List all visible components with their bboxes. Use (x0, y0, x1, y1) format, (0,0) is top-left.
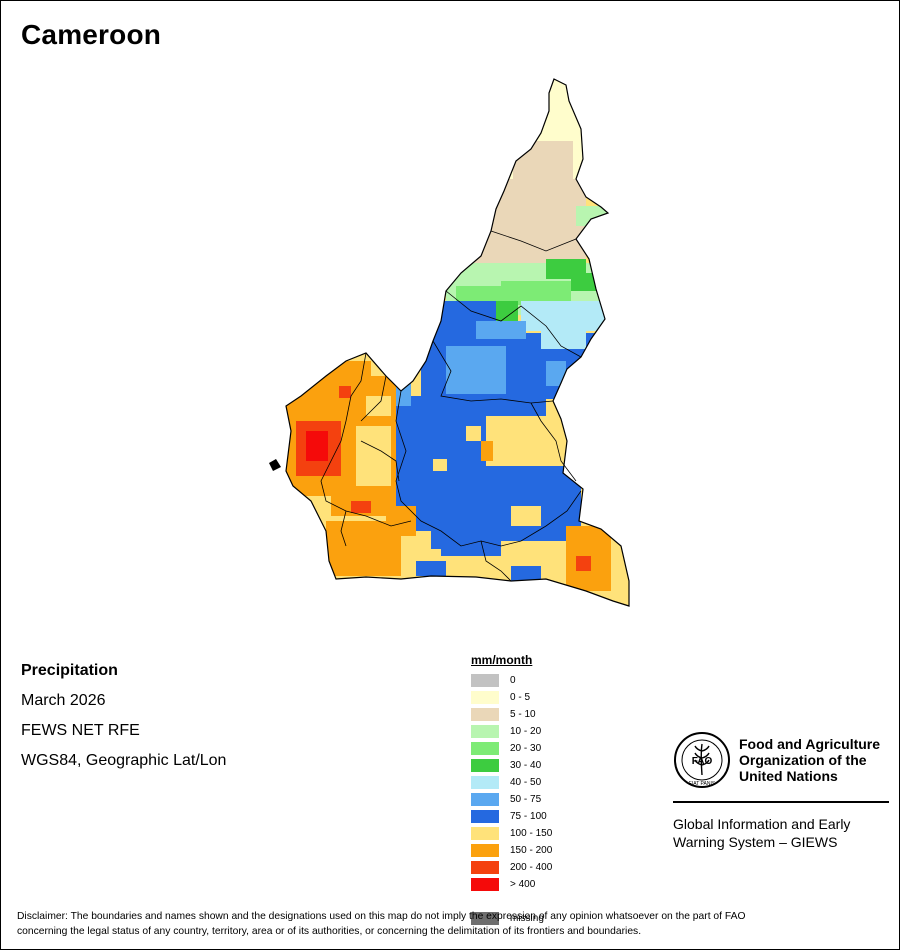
region-boundary (360, 375, 387, 422)
region-boundary (530, 402, 577, 482)
giews-name: Global Information and Early Warning Sys… (673, 816, 851, 850)
legend-swatch (471, 742, 499, 755)
rain-field (571, 273, 601, 291)
rain-field (476, 321, 526, 339)
legend-swatch (471, 878, 499, 891)
region-boundary (395, 390, 582, 547)
admin-boundaries (320, 230, 582, 582)
rain-field (366, 396, 391, 416)
legend-row: 0 (471, 672, 552, 689)
region-boundary (320, 352, 412, 527)
legend-unit-title: mm/month (471, 653, 533, 667)
rain-field (541, 319, 586, 349)
legend-items: 0 0 - 5 5 - 10 10 - 20 20 - 30 30 - 40 40 - 50… (471, 672, 552, 927)
legend-label: 30 - 40 (510, 760, 542, 771)
legend-swatch (471, 861, 499, 874)
rain-field (486, 416, 556, 466)
legend-label: 5 - 10 (510, 709, 536, 720)
svg-text:FIAT PANIS: FIAT PANIS (689, 781, 716, 787)
legend-label: missing (510, 913, 544, 924)
legend-row: 0 - 5 (471, 689, 552, 706)
legend-label: 20 - 30 (510, 743, 542, 754)
legend-row: 20 - 30 (471, 740, 552, 757)
svg-text:FAO: FAO (692, 756, 713, 767)
legend-swatch (471, 725, 499, 738)
legend-swatch (471, 827, 499, 840)
rain-field (351, 501, 371, 513)
legend-swatch (471, 844, 499, 857)
region-boundary (360, 440, 400, 482)
rain-field (441, 521, 501, 556)
legend-label: 200 - 400 (510, 862, 553, 873)
projection-label: WGS84, Geographic Lat/Lon (21, 752, 227, 769)
map-info: Precipitation March 2026 FEWS NET RFE WG… (21, 656, 226, 776)
legend-swatch (471, 759, 499, 772)
legend-label: 150 - 200 (510, 845, 553, 856)
legend-label: 75 - 100 (510, 811, 547, 822)
legend-label: 0 (510, 675, 516, 686)
data-source-label: FEWS NET RFE (21, 722, 140, 739)
legend-label: 50 - 75 (510, 794, 542, 805)
legend-swatch (471, 912, 499, 925)
legend-swatch (471, 674, 499, 687)
legend-label: 0 - 5 (510, 692, 531, 703)
rain-field (466, 426, 481, 441)
country-outline (285, 78, 630, 607)
rain-field (416, 561, 446, 576)
legend-row: 40 - 50 (471, 774, 552, 791)
rain-field (306, 431, 328, 461)
legend-row (471, 893, 552, 910)
legend-swatch (471, 708, 499, 721)
period-label: March 2026 (21, 692, 106, 709)
region-boundary (480, 540, 512, 582)
legend-swatch (471, 895, 499, 908)
legend-row: 100 - 150 (471, 825, 552, 842)
rain-field (576, 206, 616, 226)
rain-field (511, 506, 541, 526)
legend-label: 40 - 50 (510, 777, 542, 788)
legend-label: 100 - 150 (510, 828, 553, 839)
legend: mm/month 0 0 - 5 5 - 10 10 - 20 20 - 30 30 - … (471, 653, 552, 927)
fao-name: Food and Agriculture Organization of the… (739, 736, 881, 784)
legend-label: 10 - 20 (510, 726, 542, 737)
rain-field (339, 386, 351, 398)
rainfall-fields (286, 79, 629, 606)
rain-field (301, 496, 331, 521)
legend-row: missing (471, 910, 552, 927)
rain-field (386, 506, 416, 536)
rain-field (446, 346, 506, 394)
rain-field (356, 426, 391, 486)
rain-field (481, 441, 493, 461)
legend-row: 50 - 75 (471, 791, 552, 808)
country-title: Cameroon (21, 19, 162, 50)
region-boundary (445, 290, 582, 358)
legend-row: 10 - 20 (471, 723, 552, 740)
precipitation-map (269, 78, 630, 607)
legend-row: 150 - 200 (471, 842, 552, 859)
rain-field (511, 566, 541, 581)
disclaimer: Disclaimer: The boundaries and names sho… (17, 911, 746, 937)
bioko-island (269, 459, 281, 471)
legend-swatch (471, 691, 499, 704)
fao-divider (673, 801, 889, 803)
legend-row: > 400 (471, 876, 552, 893)
rain-field (433, 459, 447, 471)
region-boundary (490, 230, 577, 252)
rain-field (576, 556, 591, 571)
legend-row: 30 - 40 (471, 757, 552, 774)
variable-title: Precipitation (21, 662, 118, 679)
fao-logo-icon: FAO FIAT PANIS (674, 732, 730, 788)
legend-row: 5 - 10 (471, 706, 552, 723)
legend-row: 75 - 100 (471, 808, 552, 825)
region-boundary (340, 510, 347, 547)
rain-field (431, 531, 449, 549)
legend-row: 200 - 400 (471, 859, 552, 876)
legend-swatch (471, 793, 499, 806)
rain-field (546, 361, 566, 386)
legend-swatch (471, 776, 499, 789)
legend-label: > 400 (510, 879, 536, 890)
legend-swatch (471, 810, 499, 823)
